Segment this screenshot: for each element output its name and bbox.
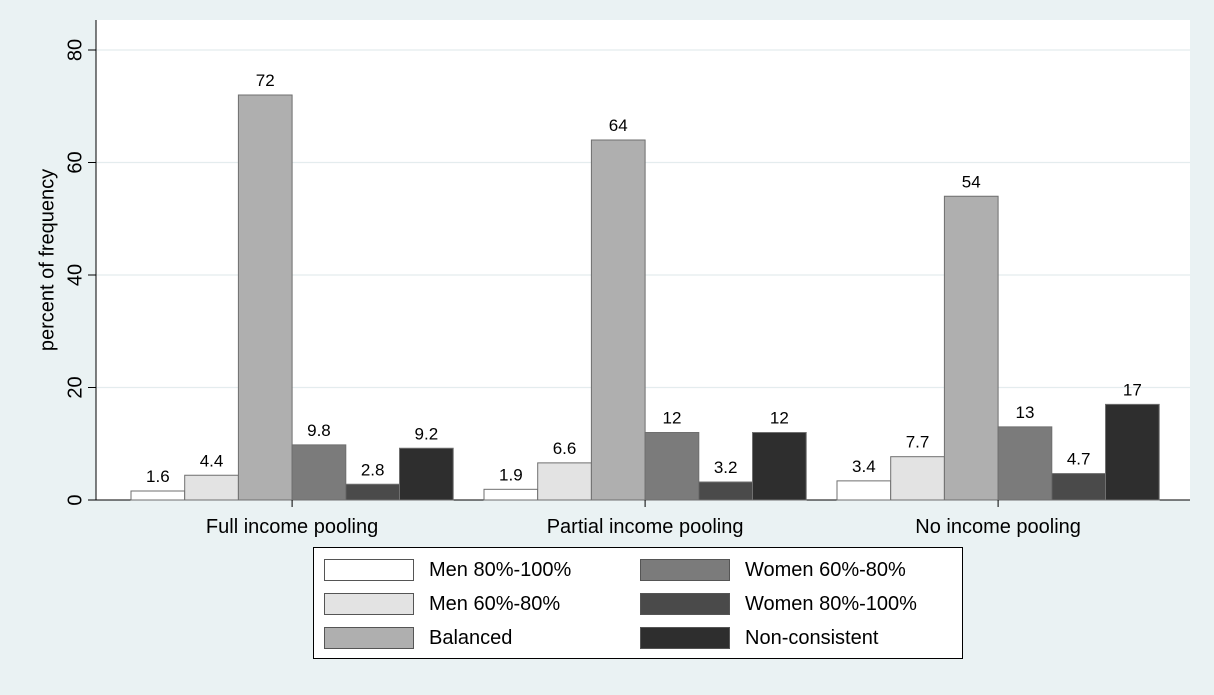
- legend-label: Men 80%-100%: [429, 559, 572, 581]
- legend-swatch: [324, 559, 414, 581]
- legend-label: Men 60%-80%: [429, 593, 561, 615]
- bar: [1051, 473, 1107, 501]
- x-tick-label: Full income pooling: [206, 516, 378, 538]
- bar: [483, 488, 539, 501]
- data-label: 1.6: [146, 467, 170, 486]
- y-tick-label: 60: [64, 151, 86, 173]
- bar: [537, 462, 592, 501]
- legend-label: Balanced: [429, 627, 513, 649]
- bar: [590, 139, 646, 501]
- y-tick-label: 40: [64, 264, 86, 286]
- data-label: 17: [1123, 380, 1142, 399]
- bar: [399, 447, 454, 501]
- bar: [130, 490, 186, 501]
- data-label: 4.7: [1067, 450, 1091, 469]
- data-label: 9.8: [307, 421, 331, 440]
- data-label: 2.8: [361, 460, 385, 479]
- data-label: 54: [962, 172, 981, 191]
- bar: [997, 426, 1053, 501]
- legend-swatch: [324, 627, 414, 649]
- bar: [752, 432, 807, 501]
- y-axis-title: percent of frequency: [36, 169, 58, 351]
- bar: [1105, 403, 1160, 501]
- data-label: 1.9: [499, 465, 523, 484]
- legend-swatch: [640, 627, 730, 649]
- bar: [345, 483, 400, 501]
- data-label: 3.2: [714, 458, 738, 477]
- bar: [237, 94, 293, 501]
- data-label: 64: [609, 116, 628, 135]
- data-label: 7.7: [906, 433, 930, 452]
- legend-label: Women 60%-80%: [745, 559, 906, 581]
- y-tick-label: 0: [64, 494, 86, 505]
- legend-label: Non-consistent: [745, 627, 879, 649]
- y-tick-label: 80: [64, 39, 86, 61]
- legend-swatch: [640, 593, 730, 615]
- bar: [698, 481, 753, 501]
- legend-swatch: [640, 559, 730, 581]
- bar: [291, 444, 347, 501]
- bar: [836, 480, 892, 501]
- data-label: 9.2: [415, 424, 439, 443]
- bar: [890, 456, 945, 501]
- legend-swatch: [324, 593, 414, 615]
- data-label: 4.4: [200, 451, 224, 470]
- bar: [184, 474, 239, 501]
- bar: [943, 195, 999, 501]
- x-tick-label: No income pooling: [915, 516, 1081, 538]
- data-label: 3.4: [852, 457, 876, 476]
- data-label: 6.6: [553, 439, 577, 458]
- legend: Men 80%-100% Men 60%-80% Balanced Women …: [313, 547, 963, 659]
- data-label: 72: [256, 71, 275, 90]
- data-label: 13: [1015, 403, 1034, 422]
- y-tick-label: 20: [64, 376, 86, 398]
- bar: [644, 432, 700, 501]
- x-tick-label: Partial income pooling: [547, 516, 744, 538]
- data-label: 12: [770, 409, 789, 428]
- legend-label: Women 80%-100%: [745, 593, 917, 615]
- data-label: 12: [662, 409, 681, 428]
